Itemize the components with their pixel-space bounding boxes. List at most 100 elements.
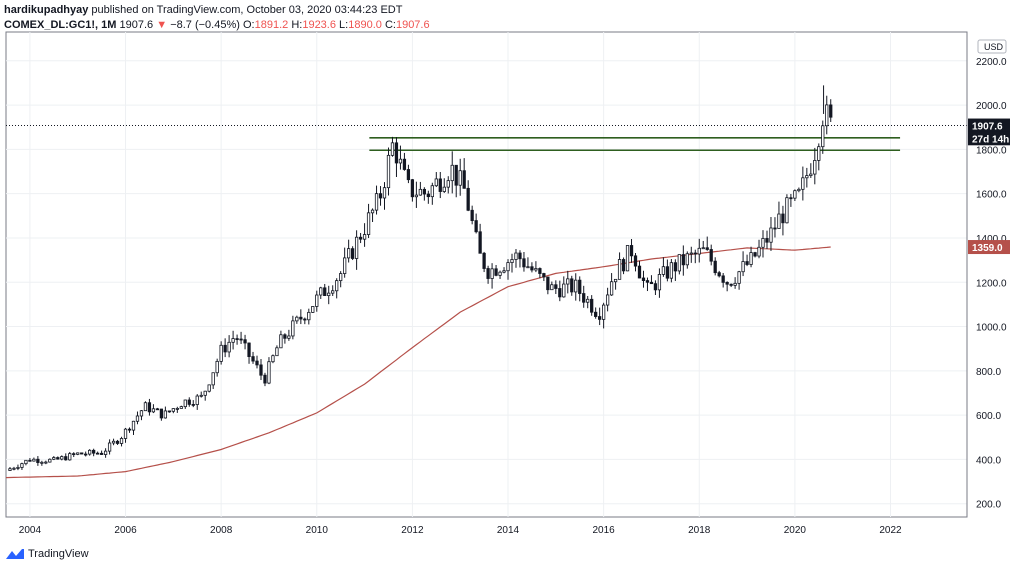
candle-body[interactable] (187, 399, 191, 405)
candle-body[interactable] (64, 456, 68, 461)
candle-body[interactable] (645, 280, 650, 283)
candle-body[interactable] (323, 287, 327, 297)
candle-body[interactable] (609, 281, 614, 296)
candle-body[interactable] (287, 335, 291, 339)
candle-body[interactable] (386, 154, 391, 189)
candle-body[interactable] (24, 459, 28, 465)
candle-body[interactable] (502, 270, 506, 273)
candle-body[interactable] (211, 372, 215, 386)
candle-body[interactable] (629, 245, 634, 257)
candle-body[interactable] (195, 395, 199, 405)
candle-body[interactable] (546, 276, 550, 291)
candle-body[interactable] (60, 456, 64, 460)
candle-body[interactable] (131, 420, 136, 431)
moving-average-line[interactable] (5, 246, 831, 479)
candle-body[interactable] (741, 261, 745, 273)
candle-body[interactable] (107, 442, 112, 452)
candle-body[interactable] (68, 453, 72, 461)
candle-body[interactable] (769, 227, 773, 243)
candle-body[interactable] (414, 194, 419, 198)
candle-body[interactable] (486, 268, 490, 279)
candle-body[interactable] (183, 399, 187, 408)
author-name[interactable]: hardikupadhyay (4, 4, 89, 16)
candle-body[interactable] (450, 164, 454, 182)
candle-body[interactable] (20, 463, 24, 468)
candle-body[interactable] (207, 384, 211, 392)
candle-body[interactable] (103, 450, 108, 455)
candle-body[interactable] (713, 260, 717, 274)
candle-body[interactable] (92, 449, 96, 454)
candle-body[interactable] (522, 258, 526, 268)
candle-body[interactable] (605, 294, 610, 306)
candle-body[interactable] (697, 247, 701, 255)
candle-body[interactable] (227, 341, 231, 353)
candle-body[interactable] (263, 374, 267, 384)
candle-body[interactable] (171, 408, 175, 412)
candle-body[interactable] (578, 279, 582, 294)
candle-body[interactable] (303, 318, 307, 321)
candle-body[interactable] (717, 272, 721, 277)
candle-body[interactable] (590, 298, 594, 313)
candle-body[interactable] (299, 316, 303, 320)
candle-body[interactable] (482, 252, 486, 269)
currency-badge[interactable] (977, 39, 1007, 54)
candle-body[interactable] (598, 316, 602, 320)
candle-body[interactable] (135, 415, 140, 422)
candle-body[interactable] (390, 142, 395, 156)
candle-body[interactable] (40, 461, 44, 464)
candle-body[interactable] (315, 294, 319, 307)
candle-body[interactable] (725, 281, 729, 285)
candle-body[interactable] (685, 253, 689, 266)
candle-body[interactable] (789, 197, 793, 200)
candle-body[interactable] (801, 177, 805, 190)
candle-body[interactable] (454, 164, 458, 186)
candle-body[interactable] (594, 311, 598, 317)
candle-body[interactable] (354, 236, 359, 259)
candle-body[interactable] (793, 190, 797, 199)
candle-body[interactable] (339, 273, 343, 282)
candle-body[interactable] (251, 356, 255, 362)
candle-body[interactable] (48, 458, 52, 463)
candle-body[interactable] (243, 339, 247, 344)
candle-body[interactable] (255, 360, 259, 366)
candle-body[interactable] (12, 467, 16, 470)
candle-body[interactable] (394, 142, 399, 164)
candle-body[interactable] (566, 278, 570, 285)
candle-body[interactable] (506, 262, 510, 272)
candle-body[interactable] (805, 175, 809, 179)
candle-body[interactable] (825, 104, 829, 127)
candle-body[interactable] (155, 408, 160, 411)
candle-body[interactable] (319, 287, 323, 296)
candle-body[interactable] (737, 271, 741, 284)
candle-body[interactable] (661, 266, 666, 275)
candle-body[interactable] (681, 254, 685, 266)
candle-body[interactable] (641, 277, 646, 281)
candle-body[interactable] (478, 231, 482, 254)
candle-body[interactable] (147, 402, 152, 413)
candle-body[interactable] (602, 304, 606, 320)
candle-body[interactable] (673, 262, 677, 272)
candle-body[interactable] (745, 261, 749, 265)
candle-body[interactable] (127, 428, 132, 431)
candle-body[interactable] (16, 467, 20, 469)
candle-body[interactable] (669, 262, 674, 279)
candle-body[interactable] (398, 158, 403, 164)
candle-body[interactable] (446, 180, 450, 188)
candle-body[interactable] (139, 410, 144, 417)
candle-body[interactable] (271, 355, 275, 363)
candle-body[interactable] (813, 160, 817, 175)
candle-body[interactable] (753, 252, 757, 257)
candle-body[interactable] (203, 390, 207, 396)
candle-body[interactable] (562, 283, 566, 298)
candle-body[interactable] (653, 283, 658, 291)
candle-body[interactable] (797, 188, 801, 192)
candle-body[interactable] (151, 408, 156, 413)
candle-body[interactable] (693, 252, 697, 255)
candle-body[interactable] (466, 187, 470, 211)
candle-body[interactable] (470, 209, 474, 222)
candle-body[interactable] (350, 248, 355, 259)
candle-body[interactable] (335, 280, 339, 292)
candle-body[interactable] (498, 271, 502, 276)
candle-body[interactable] (28, 459, 32, 462)
candle-body[interactable] (366, 212, 371, 235)
